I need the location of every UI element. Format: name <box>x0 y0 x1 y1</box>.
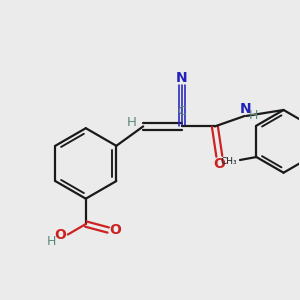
Text: O: O <box>55 227 66 242</box>
Text: C: C <box>178 105 186 118</box>
Text: H: H <box>248 109 258 122</box>
Text: N: N <box>176 71 188 85</box>
Text: N: N <box>239 102 251 116</box>
Text: O: O <box>110 223 122 237</box>
Text: H: H <box>127 116 137 129</box>
Text: CH₃: CH₃ <box>220 157 237 166</box>
Text: O: O <box>213 157 225 171</box>
Text: H: H <box>47 235 56 248</box>
